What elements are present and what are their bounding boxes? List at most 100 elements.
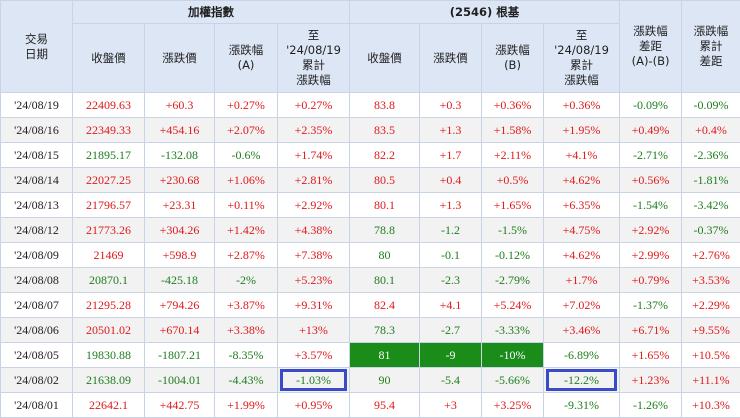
index-close-cell: 22409.63 — [73, 93, 145, 118]
stock-change-cell: -2.3 — [420, 268, 482, 293]
index-change-cell: +442.75 — [145, 393, 215, 418]
diff-cell: +6.71% — [620, 318, 682, 343]
index-change-cell: -1004.01 — [145, 368, 215, 393]
stock-change-cell: +4.1 — [420, 293, 482, 318]
stock-cum-header-line-1: 至 — [576, 28, 588, 42]
stock-change-cell: +1.7 — [420, 143, 482, 168]
stock-change-cell: +0.3 — [420, 93, 482, 118]
index-close-cell: 20501.02 — [73, 318, 145, 343]
index-change-cell: +230.68 — [145, 168, 215, 193]
index-pct-cell: +0.27% — [215, 93, 278, 118]
index-close-cell: 19830.88 — [73, 343, 145, 368]
index-cum-cell: +0.95% — [278, 393, 350, 418]
stock-change-cell: +1.3 — [420, 118, 482, 143]
index-pct-cell: -0.6% — [215, 143, 278, 168]
index-cum-cell: +1.74% — [278, 143, 350, 168]
index-cum-cell: +5.23% — [278, 268, 350, 293]
index-change-cell: -1807.21 — [145, 343, 215, 368]
diff-cell: -1.26% — [620, 393, 682, 418]
stock-close-cell: 78.8 — [350, 218, 420, 243]
stock-cum-cell: -6.89% — [544, 343, 620, 368]
index-cum-header-line-2: '24/08/19 — [286, 43, 341, 57]
date-cell: '24/08/06 — [1, 318, 73, 343]
cum-diff-cell: +9.55% — [682, 318, 740, 343]
cum-diff-column-header: 漲跌幅 累計 差距 — [682, 1, 740, 93]
stock-pct-cell: +0.5% — [482, 168, 544, 193]
stock-cum-cell: +4.75% — [544, 218, 620, 243]
index-change-cell: +794.26 — [145, 293, 215, 318]
date-cell: '24/08/02 — [1, 368, 73, 393]
stock-cum-cell: -9.31% — [544, 393, 620, 418]
cum-diff-cell: +10.5% — [682, 343, 740, 368]
index-cum-cell: +3.57% — [278, 343, 350, 368]
diff-cell: -1.54% — [620, 193, 682, 218]
index-pct-cell: +0.11% — [215, 193, 278, 218]
index-pct-cell: +2.87% — [215, 243, 278, 268]
index-close-cell: 21295.28 — [73, 293, 145, 318]
stock-pct-cell: +1.65% — [482, 193, 544, 218]
index-change-cell: +598.9 — [145, 243, 215, 268]
diff-cell: -1.37% — [620, 293, 682, 318]
index-pct-cell: -4.43% — [215, 368, 278, 393]
date-cell: '24/08/01 — [1, 393, 73, 418]
date-cell: '24/08/14 — [1, 168, 73, 193]
cum-diff-cell: -2.36% — [682, 143, 740, 168]
stock-close-cell: 78.3 — [350, 318, 420, 343]
stock-close-cell: 80.1 — [350, 193, 420, 218]
index-pct-cell: +3.38% — [215, 318, 278, 343]
stock-cum-cell: +1.7% — [544, 268, 620, 293]
stock-close-cell: 82.4 — [350, 293, 420, 318]
stock-close-cell: 83.8 — [350, 93, 420, 118]
stock-pct-cell: -10% — [482, 343, 544, 368]
cum-diff-cell: -1.81% — [682, 168, 740, 193]
index-cum-cell: +2.35% — [278, 118, 350, 143]
index-cum-cell: +9.31% — [278, 293, 350, 318]
date-cell: '24/08/19 — [1, 93, 73, 118]
index-change-cell: +60.3 — [145, 93, 215, 118]
diff-header-line-2: 差距 — [639, 39, 662, 53]
index-change-cell: +670.14 — [145, 318, 215, 343]
date-cell: '24/08/16 — [1, 118, 73, 143]
stock-change-cell: +0.4 — [420, 168, 482, 193]
diff-cell: +0.49% — [620, 118, 682, 143]
cum-diff-cell: +2.76% — [682, 243, 740, 268]
index-cum-header: 至 '24/08/19 累計 漲跌幅 — [278, 24, 350, 93]
stock-change-header: 漲跌價 — [420, 24, 482, 93]
index-close-cell: 21469 — [73, 243, 145, 268]
index-group-header: 加權指數 — [73, 1, 350, 24]
stock-pct-header-line-2: (B) — [504, 58, 521, 72]
index-pct-cell: -2% — [215, 268, 278, 293]
stock-cum-cell: +7.02% — [544, 293, 620, 318]
stock-change-cell: -5.4 — [420, 368, 482, 393]
stock-close-cell: 81 — [350, 343, 420, 368]
stock-change-cell: +1.3 — [420, 193, 482, 218]
stock-pct-cell: +0.36% — [482, 93, 544, 118]
cum-diff-cell: +0.4% — [682, 118, 740, 143]
index-pct-cell: +1.99% — [215, 393, 278, 418]
stock-cum-cell: -12.2% — [544, 368, 620, 393]
date-cell: '24/08/07 — [1, 293, 73, 318]
index-cum-cell: +2.81% — [278, 168, 350, 193]
stock-close-cell: 80.1 — [350, 268, 420, 293]
index-cum-cell: +0.27% — [278, 93, 350, 118]
stock-cum-cell: +0.36% — [544, 93, 620, 118]
index-close-cell: 20870.1 — [73, 268, 145, 293]
cum-diff-cell: +11.1% — [682, 368, 740, 393]
cum-diff-cell: -0.37% — [682, 218, 740, 243]
index-close-cell: 21773.26 — [73, 218, 145, 243]
index-pct-header: 漲跌幅 (A) — [215, 24, 278, 93]
stock-pct-cell: -5.66% — [482, 368, 544, 393]
cum-diff-cell: -0.09% — [682, 93, 740, 118]
stock-change-cell: -1.2 — [420, 218, 482, 243]
stock-close-cell: 82.2 — [350, 143, 420, 168]
index-cum-cell: -1.03% — [278, 368, 350, 393]
